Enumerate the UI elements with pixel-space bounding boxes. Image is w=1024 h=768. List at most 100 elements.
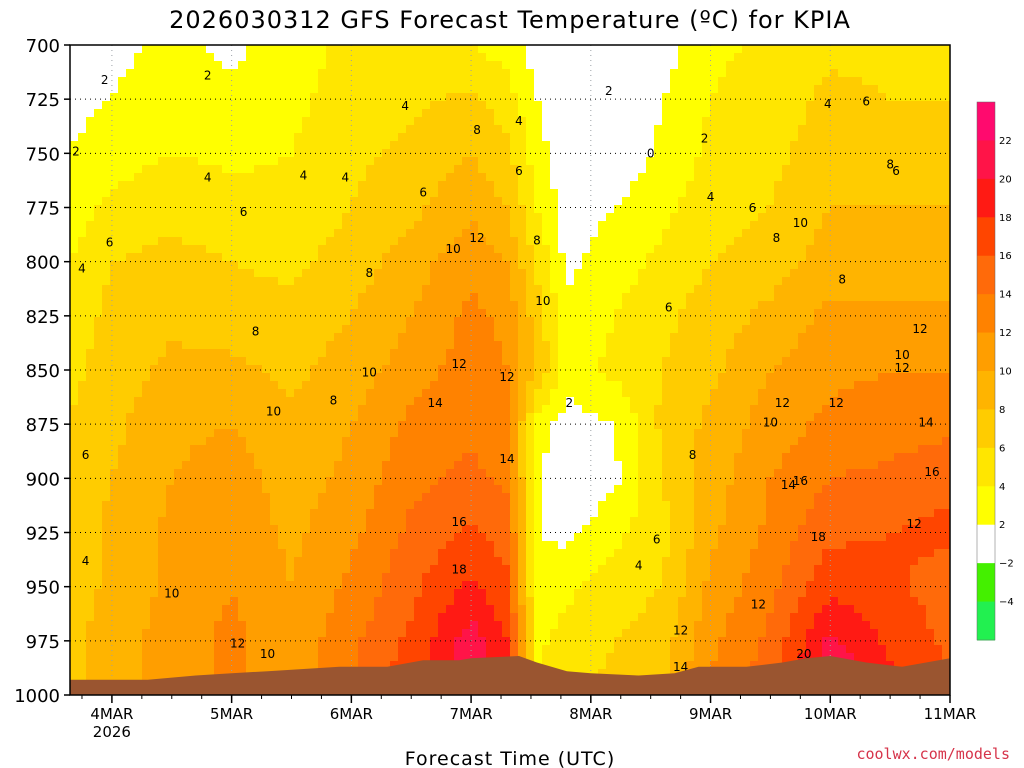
temp-cell — [134, 365, 143, 374]
temp-cell — [846, 165, 855, 174]
temp-cell — [726, 77, 735, 86]
temp-cell — [694, 309, 703, 318]
temp-cell — [206, 349, 215, 358]
temp-cell — [846, 157, 855, 166]
temp-cell — [814, 365, 823, 374]
temp-cell — [926, 317, 935, 326]
temp-cell — [390, 141, 399, 150]
temp-cell — [502, 125, 511, 134]
temp-cell — [638, 221, 647, 230]
temp-cell — [750, 301, 759, 310]
temp-cell — [70, 149, 79, 158]
temp-cell — [102, 373, 111, 382]
temp-cell — [694, 53, 703, 62]
temp-cell — [630, 149, 639, 158]
temp-cell — [878, 373, 887, 382]
temp-cell — [190, 109, 199, 118]
temp-cell — [382, 341, 391, 350]
temp-cell — [670, 157, 679, 166]
temp-cell — [862, 301, 871, 310]
temp-cell — [934, 373, 943, 382]
temp-cell — [574, 317, 583, 326]
temp-cell — [798, 149, 807, 158]
temp-cell — [942, 173, 950, 182]
temp-cell — [414, 85, 423, 94]
temp-cell — [254, 381, 263, 390]
temp-cell — [262, 133, 271, 142]
temp-cell — [230, 109, 239, 118]
temp-cell — [118, 285, 127, 294]
temp-cell — [174, 109, 183, 118]
temp-cell — [862, 213, 871, 222]
temp-cell — [502, 165, 511, 174]
temp-cell — [542, 229, 551, 238]
temp-cell — [726, 125, 735, 134]
temp-cell — [134, 285, 143, 294]
temp-cell — [446, 109, 455, 118]
temp-cell — [886, 357, 895, 366]
temp-cell — [814, 229, 823, 238]
temp-cell — [638, 341, 647, 350]
temp-cell — [854, 325, 863, 334]
temp-cell — [750, 77, 759, 86]
temp-cell — [102, 285, 111, 294]
temp-cell — [494, 269, 503, 278]
temp-cell — [262, 93, 271, 102]
temp-cell — [822, 141, 831, 150]
temp-cell — [110, 165, 119, 174]
temp-cell — [782, 245, 791, 254]
temp-cell — [646, 261, 655, 270]
temp-cell — [110, 45, 119, 54]
temp-cell — [430, 157, 439, 166]
temp-cell — [326, 213, 335, 222]
temp-cell — [462, 173, 471, 182]
temp-cell — [166, 69, 175, 78]
temp-cell — [678, 261, 687, 270]
temp-cell — [270, 269, 279, 278]
temp-cell — [230, 197, 239, 206]
temp-cell — [446, 173, 455, 182]
temp-cell — [558, 317, 567, 326]
temp-cell — [854, 381, 863, 390]
temp-cell — [374, 125, 383, 134]
temp-cell — [734, 237, 743, 246]
temp-cell — [918, 53, 927, 62]
temp-cell — [630, 349, 639, 358]
temp-cell — [254, 317, 263, 326]
temp-cell — [278, 293, 287, 302]
temp-cell — [550, 269, 559, 278]
temp-cell — [78, 389, 87, 398]
temp-cell — [790, 269, 799, 278]
temp-cell — [374, 237, 383, 246]
temp-cell — [558, 109, 567, 118]
temp-cell — [862, 245, 871, 254]
temp-cell — [358, 277, 367, 286]
temp-cell — [278, 61, 287, 70]
temp-cell — [454, 229, 463, 238]
temp-cell — [662, 157, 671, 166]
temp-cell — [750, 237, 759, 246]
temp-cell — [214, 69, 223, 78]
temp-cell — [758, 237, 767, 246]
temp-cell — [598, 237, 607, 246]
temp-cell — [622, 285, 631, 294]
temp-cell — [862, 373, 871, 382]
temp-cell — [686, 293, 695, 302]
temp-cell — [430, 53, 439, 62]
temp-cell — [702, 245, 711, 254]
temp-cell — [390, 221, 399, 230]
temp-cell — [126, 253, 135, 262]
temp-cell — [278, 77, 287, 86]
temp-cell — [718, 53, 727, 62]
temp-cell — [782, 317, 791, 326]
temp-cell — [478, 293, 487, 302]
temp-cell — [358, 157, 367, 166]
temp-cell — [70, 397, 79, 406]
temp-cell — [630, 325, 639, 334]
temp-cell — [550, 45, 559, 54]
temp-cell — [126, 341, 135, 350]
temp-cell — [190, 221, 199, 230]
temp-cell — [438, 61, 447, 70]
temp-cell — [94, 293, 103, 302]
temp-cell — [422, 293, 431, 302]
